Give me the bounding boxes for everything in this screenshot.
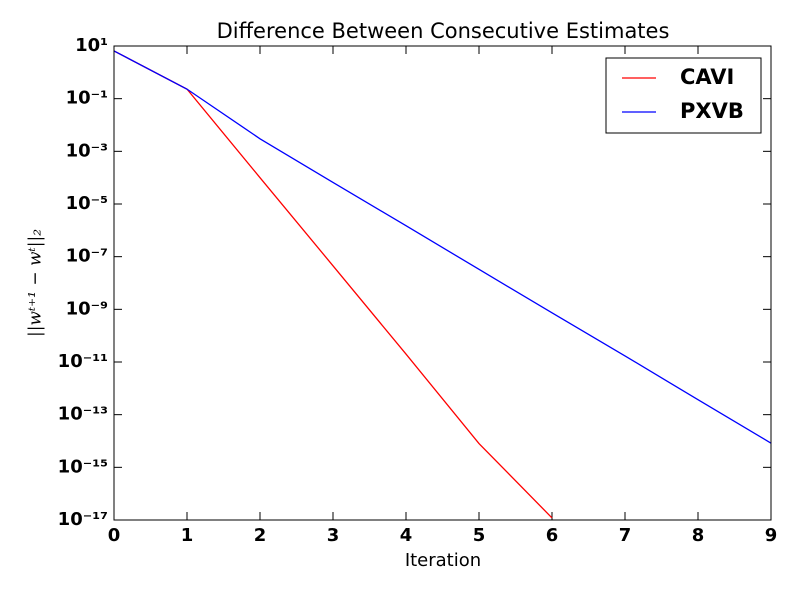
x-tick-label: 3 [327, 525, 340, 546]
y-tick-label: 10¹ [75, 35, 108, 56]
x-tick-label: 0 [108, 525, 121, 546]
legend-box [605, 57, 762, 134]
y-axis-label: ||wᵗ⁺¹ − wᵗ||₂ [26, 229, 46, 337]
x-tick-label: 1 [181, 525, 194, 546]
x-tick-label: 4 [400, 525, 413, 546]
y-tick-label: 10⁻³ [66, 140, 108, 161]
y-tick-label: 10⁻⁷ [66, 246, 108, 267]
plot-frame [113, 45, 772, 521]
y-tick-label: 10⁻⁹ [66, 298, 108, 319]
y-tick-label: 10⁻¹ [66, 88, 108, 109]
y-tick-label: 10⁻¹⁷ [58, 509, 108, 530]
y-tick-label: 10⁻¹¹ [58, 351, 108, 372]
x-tick-label: 7 [619, 525, 632, 546]
x-axis-label: Iteration [405, 550, 481, 571]
chart-title: Difference Between Consecutive Estimates [217, 19, 670, 43]
x-tick-label: 8 [692, 525, 705, 546]
x-tick-label: 9 [765, 525, 778, 546]
y-tick-label: 10⁻¹⁵ [58, 456, 108, 477]
x-tick-label: 5 [473, 525, 486, 546]
series-line [113, 50, 772, 444]
x-tick-label: 6 [546, 525, 559, 546]
y-tick-label: 10⁻¹³ [58, 404, 108, 425]
x-tick-label: 2 [254, 525, 267, 546]
y-tick-label: 10⁻⁵ [66, 193, 108, 214]
legend-label: PXVB [680, 99, 744, 123]
legend-label: CAVI [680, 65, 734, 89]
